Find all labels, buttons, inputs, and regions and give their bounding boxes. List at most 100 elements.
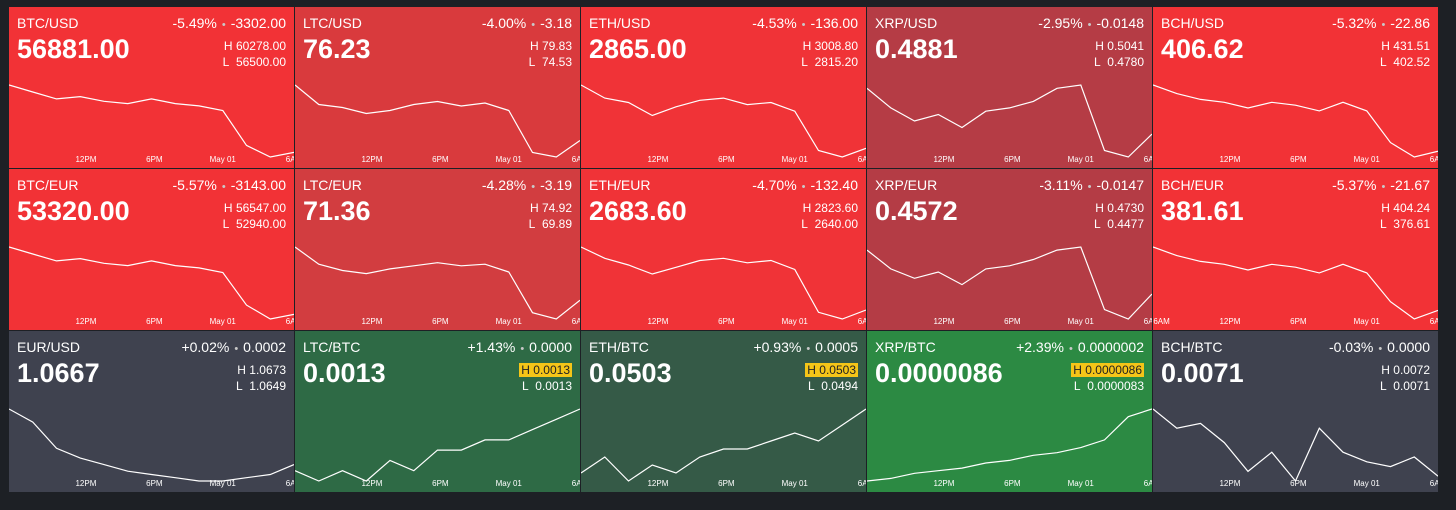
high-box: H 1.0673 — [237, 363, 286, 377]
time-label: 12PM — [1219, 479, 1241, 488]
low-value: 74.53 — [541, 55, 572, 69]
ticker-tile[interactable]: 12PM 6PM May 01 6AM XRP/BTC +2.39% • 0.0000002 0… — [867, 331, 1152, 492]
change-amount: 0.0000 — [529, 339, 572, 355]
ticker-tile[interactable]: 12PM 6PM May 01 6AM XRP/USD -2.95% • -0.0148 0.4… — [867, 7, 1152, 168]
change-amount: -3.18 — [540, 15, 572, 31]
high: H 1.0673 — [237, 363, 286, 377]
separator: • — [1381, 19, 1386, 31]
high-value: 0.0072 — [1393, 363, 1430, 377]
change: -3.11% • -0.0147 — [1039, 177, 1144, 193]
change-amount: -136.00 — [810, 15, 858, 31]
low-value: 1.0649 — [249, 379, 286, 393]
pair-name: LTC/EUR — [303, 177, 362, 193]
change: -4.53% • -136.00 — [752, 15, 858, 31]
time-label: May 01 — [1067, 155, 1094, 164]
low: L 56500.00 — [223, 55, 286, 69]
high-label: H — [802, 201, 812, 215]
price: 2865.00 — [589, 34, 687, 64]
sparkline-chart — [295, 408, 580, 482]
time-label: 6PM — [1004, 317, 1021, 326]
high: H 431.51 — [1381, 39, 1430, 53]
change: -4.00% • -3.18 — [482, 15, 572, 31]
separator: • — [1381, 181, 1386, 193]
high-value: 74.92 — [541, 201, 572, 215]
time-label: 6AM — [857, 317, 866, 326]
change-amount: -0.0147 — [1096, 177, 1144, 193]
high-label: H — [529, 39, 539, 53]
time-label: 6PM — [146, 479, 163, 488]
high-box: H 3008.80 — [803, 39, 858, 53]
high-label: H — [223, 201, 233, 215]
ticker-tile[interactable]: 12PM 6PM May 01 6AM LTC/USD -4.00% • -3.18 76.23… — [295, 7, 580, 168]
time-label: 6AM — [1153, 317, 1170, 326]
low-label: L — [1379, 379, 1387, 393]
low-value: 69.89 — [541, 217, 572, 231]
change-percent: -5.57% — [172, 177, 217, 193]
time-label: 12PM — [1219, 317, 1241, 326]
low-value: 402.52 — [1393, 55, 1430, 69]
sparkline — [581, 408, 866, 482]
separator: • — [801, 181, 806, 193]
change-percent: +0.93% — [753, 339, 802, 355]
time-label: 6AM — [571, 479, 580, 488]
ticker-tile[interactable]: 12PM 6PM May 01 6AM LTC/BTC +1.43% • 0.0000 0.00… — [295, 331, 580, 492]
ticker-tile[interactable]: 12PM 6PM May 01 6AM ETH/BTC +0.93% • 0.0005 0.05… — [581, 331, 866, 492]
ticker-tile[interactable]: 12PM 6PM May 01 6AM XRP/EUR -3.11% • -0.0147 0.4… — [867, 169, 1152, 330]
sparkline-chart — [295, 84, 580, 158]
high-label: H — [1073, 363, 1082, 377]
low: L 376.61 — [1380, 217, 1430, 231]
sparkline-chart — [581, 408, 866, 482]
time-label: 6AM — [1429, 479, 1438, 488]
high-box: H 0.0000086 — [1071, 363, 1144, 377]
change: -4.28% • -3.19 — [482, 177, 572, 193]
high: H 0.0072 — [1381, 363, 1430, 377]
time-label: 6AM — [571, 155, 580, 164]
sparkline — [1153, 84, 1438, 158]
time-label: 12PM — [361, 155, 383, 164]
price: 53320.00 — [17, 196, 130, 226]
change-percent: -2.95% — [1038, 15, 1083, 31]
ticker-tile[interactable]: 12PM 6PM May 01 6AM ETH/EUR -4.70% • -132.40 268… — [581, 169, 866, 330]
price: 406.62 — [1161, 34, 1244, 64]
low-value: 0.0494 — [821, 379, 858, 393]
ticker-tile[interactable]: 12PM 6PM May 01 6AM BCH/USD -5.32% • -22.86 406.… — [1153, 7, 1438, 168]
time-label: 12PM — [647, 479, 669, 488]
low: L 0.0000083 — [1074, 379, 1144, 393]
sparkline-chart — [1153, 84, 1438, 158]
change-percent: -4.28% — [481, 177, 527, 193]
time-label: 12PM — [1219, 155, 1241, 164]
time-label: May 01 — [1353, 155, 1380, 164]
change: -5.49% • -3302.00 — [173, 15, 287, 31]
ticker-tile[interactable]: 12PM 6PM May 01 6AM EUR/USD +0.02% • 0.0002 1.06… — [9, 331, 294, 492]
ticker-tile[interactable]: 12PM 6PM May 01 6AM BCH/BTC -0.03% • 0.0000 0.00… — [1153, 331, 1438, 492]
time-label: May 01 — [495, 317, 522, 326]
low-label: L — [528, 55, 536, 69]
sparkline-chart — [867, 84, 1152, 158]
low-value: 2640.00 — [814, 217, 858, 231]
ticker-tile[interactable]: 12PM 6PM May 01 6AM BTC/USD -5.49% • -3302.00 56… — [9, 7, 294, 168]
low-value: 0.0071 — [1393, 379, 1430, 393]
time-label: 12PM — [75, 155, 97, 164]
ticker-tile[interactable]: 12PM 6PM May 01 6AM ETH/USD -4.53% • -136.00 286… — [581, 7, 866, 168]
change-percent: -5.49% — [172, 15, 217, 31]
high-label: H — [1381, 363, 1390, 377]
ticker-tile[interactable]: 12PM 6PM May 01 6AM LTC/EUR -4.28% • -3.19 71.36… — [295, 169, 580, 330]
high-label: H — [237, 363, 246, 377]
time-label: 6PM — [1290, 317, 1307, 326]
high-box: H 0.5041 — [1095, 39, 1144, 53]
change-amount: 0.0000002 — [1077, 339, 1144, 355]
change-percent: -4.70% — [752, 177, 797, 193]
change-percent: +1.43% — [467, 339, 516, 355]
change: -2.95% • -0.0148 — [1038, 15, 1144, 31]
low-value: 56500.00 — [235, 55, 286, 69]
time-label: May 01 — [781, 317, 808, 326]
ticker-tile[interactable]: 12PM 6PM May 01 6AM BTC/EUR -5.57% • -3143.00 53… — [9, 169, 294, 330]
time-label: 6PM — [1290, 155, 1307, 164]
ticker-tile[interactable]: 6AM 12PM 6PM May 01 6AM BCH/EUR -5.37% • -21.67 3… — [1153, 169, 1438, 330]
high: H 0.5041 — [1095, 39, 1144, 53]
time-label: 6PM — [146, 155, 163, 164]
time-label: 6PM — [718, 155, 735, 164]
change-percent: +2.39% — [1016, 339, 1064, 355]
high-box: H 2823.60 — [803, 201, 858, 215]
price: 71.36 — [303, 196, 371, 226]
